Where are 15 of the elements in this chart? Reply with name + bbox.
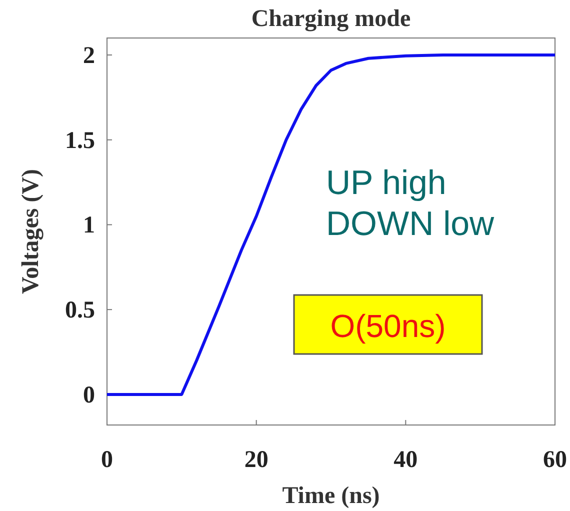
y-tick-label: 1 bbox=[83, 212, 95, 239]
y-axis-title: Voltages (V) bbox=[18, 168, 44, 294]
y-tick-label: 2 bbox=[83, 42, 95, 69]
x-axis-title: Time (ns) bbox=[282, 483, 380, 509]
annotation: O(50ns) bbox=[330, 308, 446, 344]
y-tick-label: 0 bbox=[83, 382, 95, 408]
y-tick-label: 1.5 bbox=[65, 128, 95, 154]
annotation: UP high DOWN low bbox=[326, 164, 495, 243]
y-tick-label: 0.5 bbox=[65, 298, 95, 324]
x-tick-label: 0 bbox=[101, 447, 113, 473]
chart-title: Charging mode bbox=[251, 6, 412, 32]
x-tick-label: 20 bbox=[244, 447, 268, 473]
x-tick-label: 40 bbox=[394, 447, 418, 473]
x-tick-label: 60 bbox=[543, 447, 567, 473]
line-series bbox=[106, 53, 556, 396]
